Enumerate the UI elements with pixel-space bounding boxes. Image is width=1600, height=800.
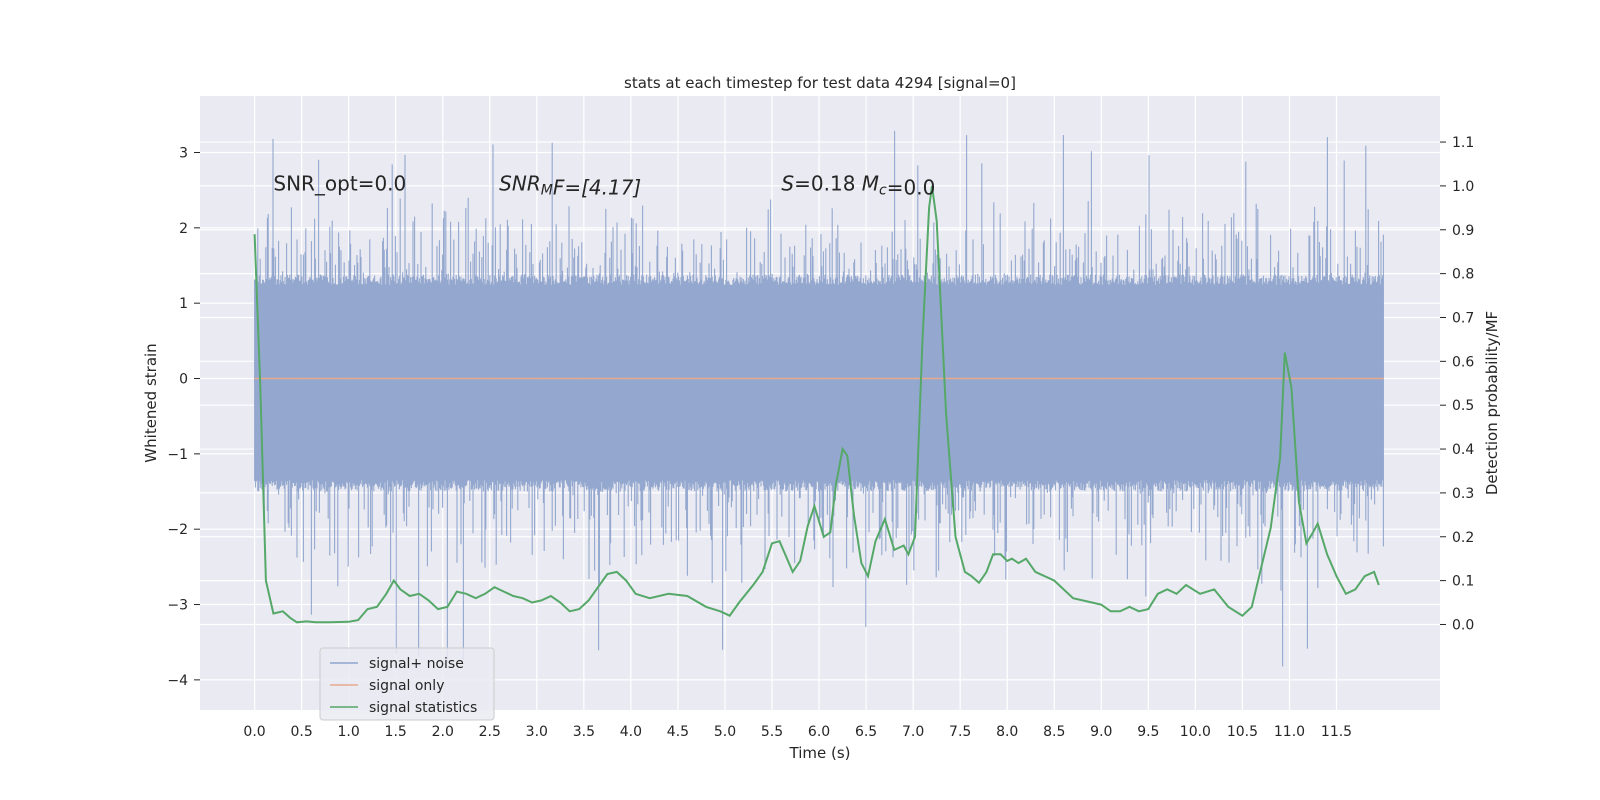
annotation-part: S [781,172,794,196]
x-tick-label: 2.0 [432,724,454,740]
annotation-part: =0.0 [887,176,936,200]
y-tick-label: −1 [167,447,188,463]
legend-label-signal-noise: signal+ noise [369,656,464,672]
x-tick-label: 9.0 [1090,724,1112,740]
x-tick-label: 9.5 [1137,724,1159,740]
x-tick-label: 3.5 [573,724,595,740]
x-axis: 0.0 0.5 1.0 1.5 2.0 2.5 3.0 3.5 4.0 4.5 5.0 5.5 6.0 6… [243,724,1352,740]
x-tick-label: 6.5 [855,724,877,740]
x-tick-label: 11.0 [1274,724,1305,740]
annotations: SNR_opt=0.0 SNRMF=[4.17] S=0.18 Mc=0.0 [273,172,935,200]
x-tick-label: 8.5 [1043,724,1065,740]
legend: signal+ noise signal only signal statist… [319,647,495,721]
annotation-s-mc: S=0.18 Mc=0.0 [781,172,935,200]
y-axis-right: 0.0 0.1 0.2 0.3 0.4 0.5 0.6 0.7 0.8 0.9 1.0 1.1 [1440,135,1474,633]
y-right-tick-label: 1.0 [1452,179,1474,195]
noise-series [254,130,1384,667]
y-right-tick-label: 0.8 [1452,267,1474,283]
annotation-part: SNR [499,172,541,196]
chart-title: stats at each timestep for test data 429… [624,74,1016,92]
x-tick-label: 11.5 [1321,724,1352,740]
x-tick-label: 4.0 [620,724,642,740]
x-tick-label: 7.0 [902,724,924,740]
legend-label-signal-statistics: signal statistics [369,700,477,716]
y-tick-label: 2 [179,221,188,237]
x-tick-label: 0.5 [290,724,312,740]
signal-noise-trace [254,130,1384,667]
x-tick-label: 10.5 [1227,724,1258,740]
y-right-tick-label: 0.2 [1452,530,1474,546]
x-tick-label: 8.0 [996,724,1018,740]
signal-statistics-line [253,185,1380,624]
y-right-tick-label: 0.3 [1452,486,1474,502]
y-tick-label: 0 [179,372,188,388]
x-tick-label: 1.5 [385,724,407,740]
x-tick-label: 5.0 [714,724,736,740]
y-tick-label: 3 [179,146,188,162]
annotation-part: =0.18 [794,172,862,196]
y-right-tick-label: 1.1 [1452,135,1474,151]
y-tick-label: −4 [167,673,188,689]
y-right-tick-label: 0.1 [1452,574,1474,590]
series-lines [253,185,1384,624]
y-right-tick-label: 0.7 [1452,310,1474,326]
annotation-snr-mf: SNRMF=[4.17] [499,172,641,200]
x-tick-label: 5.5 [761,724,783,740]
x-tick-label: 2.5 [479,724,501,740]
y-right-tick-label: 0.6 [1452,354,1474,370]
annotation-part: M [541,183,553,199]
x-tick-label: 3.0 [526,724,548,740]
y-tick-label: 1 [179,296,188,312]
legend-label-signal-only: signal only [369,678,444,694]
annotation-snr-opt: SNR_opt=0.0 [273,172,406,196]
y-right-tick-label: 0.5 [1452,398,1474,414]
y-right-tick-label: 0.4 [1452,442,1474,458]
y-right-tick-label: 0.9 [1452,223,1474,239]
x-tick-label: 10.0 [1180,724,1211,740]
y-tick-label: −3 [167,598,188,614]
x-tick-label: 0.0 [243,724,265,740]
y-axis-label: Whitened strain [142,343,160,462]
x-tick-label: 7.5 [949,724,971,740]
annotation-part: F=[4.17] [553,176,641,200]
x-axis-label: Time (s) [789,744,851,762]
y-tick-label: −2 [167,522,188,538]
annotation-part: c [879,183,887,199]
x-tick-label: 4.5 [667,724,689,740]
x-tick-label: 1.0 [338,724,360,740]
y-right-tick-label: 0.0 [1452,617,1474,633]
annotation-part: M [862,172,879,196]
x-tick-label: 6.0 [808,724,830,740]
legend-box [319,647,495,721]
y-axis-right-label: Detection probability/MF [1483,311,1501,495]
y-axis-left: −4 −3 −2 −1 0 1 2 3 [167,146,200,689]
